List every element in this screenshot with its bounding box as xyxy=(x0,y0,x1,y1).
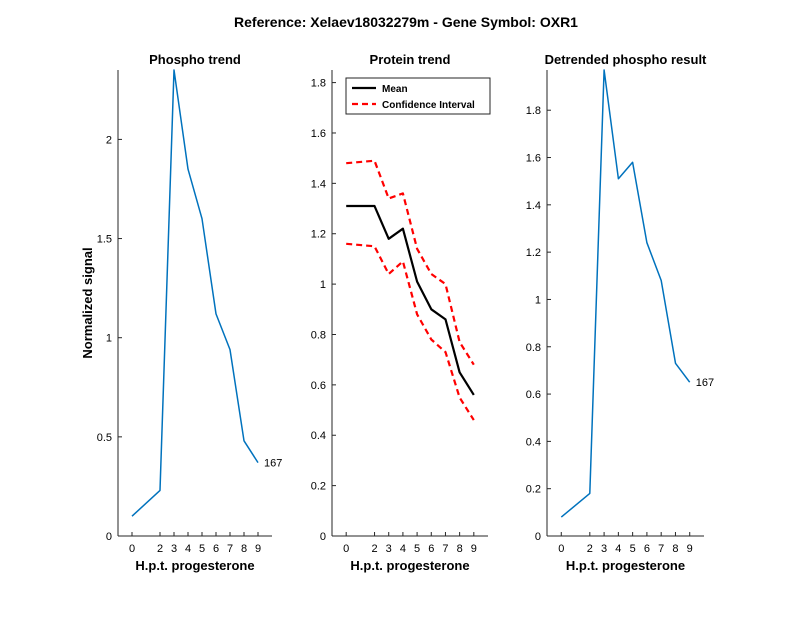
y-tick-label: 1 xyxy=(535,294,541,306)
x-axis-label: H.p.t. progesterone xyxy=(350,558,469,573)
axes-title: Protein trend xyxy=(370,52,451,67)
x-tick-label: 3 xyxy=(171,543,177,555)
y-tick-label: 0.4 xyxy=(311,430,326,442)
x-tick-label: 7 xyxy=(442,543,448,555)
x-tick-label: 9 xyxy=(255,543,261,555)
y-tick-label: 1.2 xyxy=(311,229,326,241)
y-tick-label: 1.6 xyxy=(526,153,541,165)
panel-protein-trend: 0 0.2 0.4 0.6 0.8 1 1.2 1.4 1.6 1.8 0 2 3 4 5 6 7 8 9 Prote… xyxy=(311,52,491,573)
axes-title: Detrended phospho result xyxy=(545,52,707,67)
x-tick-label: 0 xyxy=(558,543,564,555)
x-tick-label: 6 xyxy=(428,543,434,555)
x-axis-label: H.p.t. progesterone xyxy=(566,558,685,573)
x-tick-label: 4 xyxy=(615,543,621,555)
y-tick-label: 1.2 xyxy=(526,247,541,259)
x-tick-label: 9 xyxy=(471,543,477,555)
figure-suptitle: Reference: Xelaev18032279m - Gene Symbol… xyxy=(234,14,578,30)
y-tick-label: 0 xyxy=(320,531,326,543)
y-tick-label: 1 xyxy=(320,279,326,291)
x-tick-label: 3 xyxy=(601,543,607,555)
x-tick-label: 4 xyxy=(400,543,406,555)
x-tick-label: 0 xyxy=(343,543,349,555)
y-tick-label: 0 xyxy=(106,531,112,543)
legend-ci-label: Confidence Interval xyxy=(382,100,475,111)
mean-series-line xyxy=(346,204,475,396)
y-tick-label: 1 xyxy=(106,333,112,345)
ci-lower-series-line xyxy=(346,242,475,421)
x-tick-label: 3 xyxy=(386,543,392,555)
x-tick-label: 5 xyxy=(414,543,420,555)
y-tick-label: 0.2 xyxy=(311,481,326,493)
y-tick-label: 2 xyxy=(106,134,112,146)
y-tick-label: 1.5 xyxy=(97,234,112,246)
y-tick-label: 0.8 xyxy=(311,329,326,341)
legend-mean-label: Mean xyxy=(382,84,408,95)
x-tick-label: 6 xyxy=(644,543,650,555)
legend-box xyxy=(345,77,491,115)
phospho-series-line xyxy=(131,69,259,517)
y-tick-label: 0.5 xyxy=(97,432,112,444)
x-tick-label: 2 xyxy=(371,543,377,555)
y-axis-label: Normalized signal xyxy=(80,247,95,358)
panel-detrended-phospho: 0 0.2 0.4 0.6 0.8 1 1.2 1.4 1.6 1.8 0 2 3 4 5 6 7 8 9 Detre… xyxy=(526,52,714,573)
x-tick-label: 8 xyxy=(457,543,463,555)
x-axis-label: H.p.t. progesterone xyxy=(135,558,254,573)
y-tick-label: 1.8 xyxy=(311,78,326,90)
x-tick-label: 8 xyxy=(672,543,678,555)
y-tick-label: 1.4 xyxy=(311,178,326,190)
y-tick-label: 0.6 xyxy=(526,389,541,401)
y-tick-label: 0 xyxy=(535,531,541,543)
y-tick-label: 0.6 xyxy=(311,380,326,392)
series-end-label: 167 xyxy=(696,377,714,389)
phospho-series-line xyxy=(560,69,691,518)
y-tick-label: 0.8 xyxy=(526,342,541,354)
y-tick-label: 1.8 xyxy=(526,105,541,117)
x-tick-label: 9 xyxy=(687,543,693,555)
x-tick-label: 8 xyxy=(241,543,247,555)
x-tick-label: 4 xyxy=(185,543,191,555)
y-tick-label: 1.4 xyxy=(526,200,541,212)
x-tick-label: 2 xyxy=(587,543,593,555)
series-end-label: 167 xyxy=(264,458,282,470)
y-tick-label: 0.2 xyxy=(526,484,541,496)
x-tick-label: 7 xyxy=(658,543,664,555)
y-tick-label: 0.4 xyxy=(526,436,541,448)
x-tick-label: 5 xyxy=(199,543,205,555)
x-tick-label: 2 xyxy=(157,543,163,555)
x-tick-label: 7 xyxy=(227,543,233,555)
y-tick-label: 1.6 xyxy=(311,128,326,140)
x-tick-label: 5 xyxy=(630,543,636,555)
ci-upper-series-line xyxy=(346,159,475,366)
axes-title: Phospho trend xyxy=(149,52,241,67)
x-tick-label: 6 xyxy=(213,543,219,555)
x-tick-label: 0 xyxy=(129,543,135,555)
